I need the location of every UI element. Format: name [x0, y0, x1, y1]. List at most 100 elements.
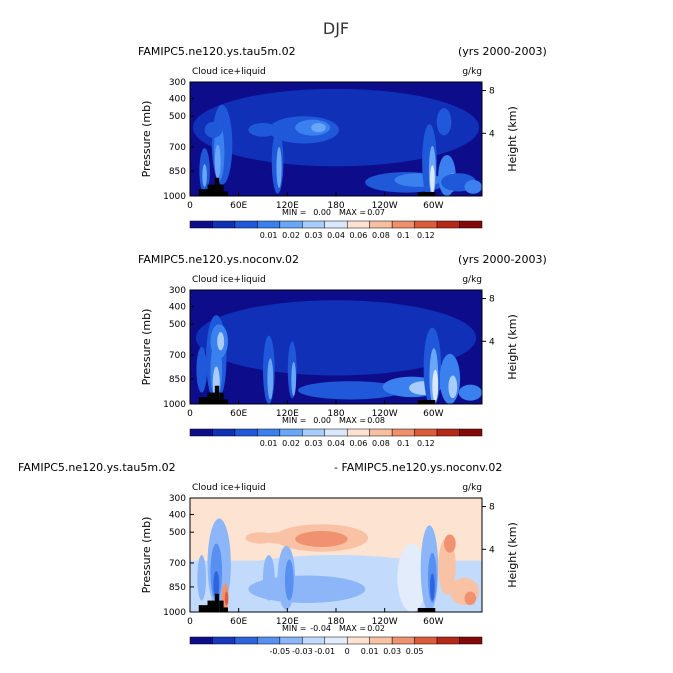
terrain-block: [223, 399, 228, 404]
colorbar-cell: [346, 428, 370, 437]
contour-region: [276, 146, 282, 189]
stat-min-label: MIN =: [282, 208, 307, 217]
variable-label: Cloud ice+liquid: [192, 275, 266, 285]
xtick-label: 60W: [423, 617, 443, 627]
ytick-label: 500: [169, 112, 186, 122]
ytick-label: 300: [169, 78, 186, 88]
colorbar-label: -0.05: [269, 647, 290, 656]
contour-region: [430, 165, 435, 193]
units-label: g/kg: [462, 483, 482, 493]
ytick-label: 400: [169, 95, 186, 105]
xtick-label: 60E: [230, 617, 247, 627]
xtick-label: 60E: [230, 201, 247, 211]
colorbar-cell: [257, 636, 281, 645]
terrain-block: [219, 184, 224, 196]
colorbar-cell: [391, 220, 415, 229]
contour-region: [196, 347, 207, 393]
terrain-block: [214, 385, 220, 404]
xtick-label: 120W: [372, 201, 398, 211]
xtick-label: 180: [327, 201, 344, 211]
contour-region: [204, 121, 223, 138]
colorbar-cell: [257, 220, 281, 229]
figure-title: DJF: [323, 19, 349, 38]
ytick-label: 400: [169, 303, 186, 313]
contour-region: [430, 573, 435, 601]
colorbar-cell: [279, 636, 303, 645]
colorbar-label: 0.1: [397, 439, 410, 448]
plot-area: [190, 82, 482, 196]
contour-region: [263, 555, 275, 601]
colorbar-label: 0.12: [417, 231, 435, 240]
colorbar-cell: [346, 220, 370, 229]
terrain-block: [223, 191, 228, 196]
panel-2: FAMIPC5.ne120.ys.noconv.02 (yrs 2000-2003…: [138, 253, 547, 448]
ytick-label: 1000: [163, 608, 186, 618]
colorbar-cell: [414, 636, 438, 645]
case-name: FAMIPC5.ne120.ys.tau5m.02: [18, 461, 176, 474]
colorbar-label: 0.06: [350, 439, 368, 448]
colorbar-label: 0.1: [397, 231, 410, 240]
colorbar-cell: [324, 636, 348, 645]
contour-region: [295, 531, 348, 548]
ytick-label: 400: [169, 511, 186, 521]
variable-label: Cloud ice+liquid: [192, 483, 266, 493]
y2tick-label: 8: [489, 295, 495, 305]
contour-region: [202, 164, 207, 187]
colorbar-cell: [346, 636, 370, 645]
contour-region: [464, 180, 482, 194]
colorbar-label: 0.01: [260, 439, 278, 448]
colorbar-cell: [234, 220, 258, 229]
colorbar-cell: [459, 428, 483, 437]
contour-region: [284, 559, 294, 601]
contour-region: [248, 575, 366, 603]
years-label: (yrs 2000-2003): [458, 45, 547, 58]
stat-max-value: 0.02: [367, 624, 385, 633]
y-axis-label: Pressure (mb): [140, 309, 153, 386]
colorbar-cell: [414, 220, 438, 229]
contour-region: [217, 332, 225, 351]
colorbar-cell: [414, 428, 438, 437]
contour-region: [291, 361, 296, 397]
contour-region: [263, 532, 293, 544]
terrain-block: [198, 397, 215, 404]
xtick-label: 180: [327, 617, 344, 627]
colorbar-label: 0.04: [327, 439, 345, 448]
colorbar-label: -0.01: [314, 647, 335, 656]
ytick-label: 1000: [163, 192, 186, 202]
xtick-label: 120E: [276, 201, 299, 211]
colorbar-cell: [302, 428, 326, 437]
y2-axis-label: Height (km): [506, 106, 519, 172]
stat-min-value: 0.00: [313, 208, 331, 217]
y-axis-label: Pressure (mb): [140, 517, 153, 594]
y2tick-label: 8: [489, 87, 495, 97]
colorbar-cell: [212, 220, 236, 229]
colorbar-label: 0.01: [260, 231, 278, 240]
contour-region: [213, 570, 220, 599]
colorbar-label: 0.02: [282, 231, 300, 240]
colorbar-label: 0.04: [327, 231, 345, 240]
colorbar-cell: [459, 220, 483, 229]
colorbar-cell: [369, 428, 393, 437]
colorbar-cell: [391, 636, 415, 645]
contour-region: [397, 543, 427, 612]
colorbar-label: 0.03: [305, 231, 323, 240]
colorbar-cell: [234, 636, 258, 645]
contour-region: [444, 534, 456, 553]
terrain-block: [417, 400, 436, 404]
colorbar-label: 0.02: [282, 439, 300, 448]
xtick-label: 120E: [276, 409, 299, 419]
ytick-label: 850: [169, 375, 186, 385]
y2-axis-label: Height (km): [506, 314, 519, 380]
colorbar-label: 0.06: [350, 231, 368, 240]
colorbar-label: 0.08: [372, 231, 390, 240]
ytick-label: 500: [169, 320, 186, 330]
y2tick-label: 4: [489, 545, 495, 555]
stat-min-value: -0.04: [310, 624, 331, 633]
years-label: - FAMIPC5.ne120.ys.noconv.02: [334, 461, 502, 474]
terrain-block: [417, 192, 436, 196]
colorbar-label: 0.03: [383, 647, 401, 656]
stat-max-label: MAX =: [339, 416, 366, 425]
contour-region: [311, 123, 326, 133]
panel-1: FAMIPC5.ne120.ys.tau5m.02 (yrs 2000-2003)…: [138, 45, 547, 240]
case-name: FAMIPC5.ne120.ys.noconv.02: [138, 253, 299, 266]
